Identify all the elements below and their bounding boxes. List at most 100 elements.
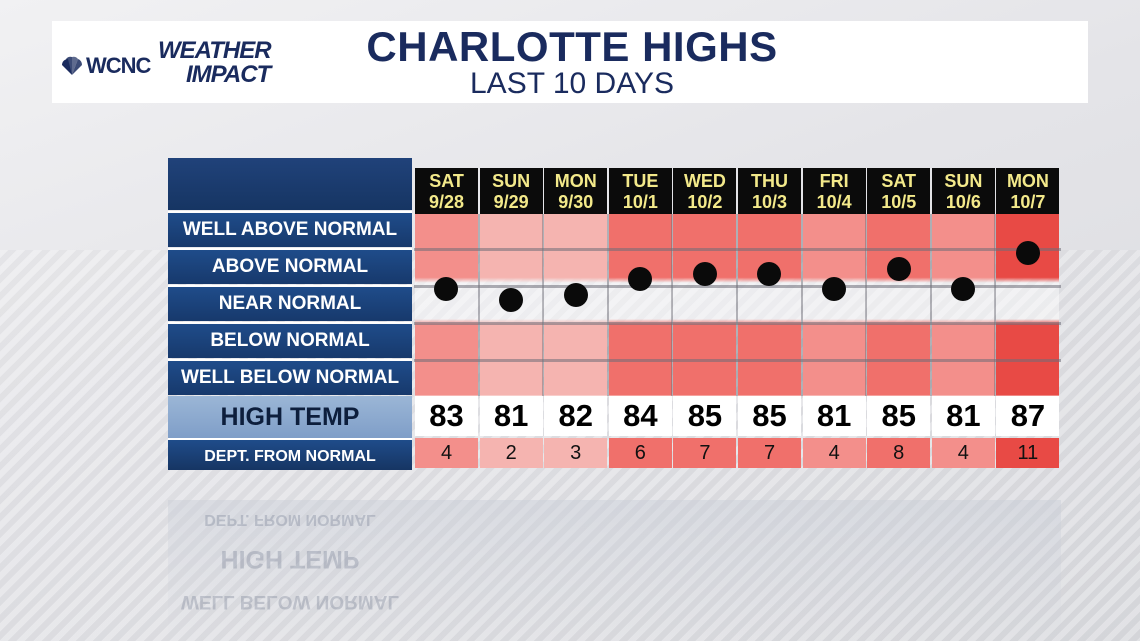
high-temp-value: 81 (802, 396, 866, 436)
band-divider (414, 322, 1061, 325)
dept-value: 4 (415, 438, 479, 468)
dept-value: 4 (931, 438, 995, 468)
row-label-below: BELOW NORMAL (168, 322, 412, 358)
high-temp-value: 81 (479, 396, 543, 436)
day-header: TUE 10/1 (608, 168, 672, 214)
temp-dot (821, 277, 846, 302)
day-column-fill (867, 214, 931, 396)
day-date: 10/3 (752, 192, 788, 212)
peacock-icon (62, 56, 83, 75)
day-header: SAT 9/28 (415, 168, 479, 214)
day-name: FRI (819, 171, 849, 191)
row-label-dept: DEPT. FROM NORMAL (168, 438, 412, 470)
column-divider (800, 214, 803, 396)
day-date: 10/5 (881, 192, 917, 212)
day-column-fill (673, 214, 737, 396)
temp-dot (434, 277, 459, 302)
column-divider (736, 214, 738, 396)
temp-dot (886, 256, 911, 281)
logo-call-letters: WCNC (86, 53, 151, 78)
band-divider (414, 359, 1061, 362)
dept-value: 8 (867, 438, 931, 468)
high-temp-value: 85 (673, 396, 737, 436)
day-header: SUN 10/6 (931, 168, 995, 214)
day-date: 10/4 (816, 192, 852, 212)
day-column-fill (802, 214, 866, 396)
day-column-fill (738, 214, 802, 396)
temp-dot (628, 267, 653, 291)
high-temp-value: 87 (996, 396, 1060, 436)
day-header: THU 10/3 (738, 168, 802, 214)
highs-table: WELL ABOVE NORMAL ABOVE NORMAL NEAR NORM… (168, 158, 1061, 470)
day-name: WED (683, 171, 726, 191)
dept-value: 4 (802, 438, 866, 468)
day-column-fill (608, 214, 672, 396)
day-name: SUN (492, 171, 531, 191)
day-name: TUE (622, 171, 659, 191)
day-name: SAT (429, 171, 464, 191)
row-label-well-above: WELL ABOVE NORMAL (168, 211, 412, 247)
chart-title: CHARLOTTE HIGHS (366, 23, 778, 70)
high-temp-value: 81 (931, 396, 995, 436)
temp-dot (498, 287, 523, 312)
dept-value: 6 (608, 438, 672, 468)
dept-value: 3 (544, 438, 608, 468)
dept-value: 11 (996, 438, 1060, 468)
day-name: MON (1006, 171, 1049, 191)
day-name: SAT (881, 171, 917, 191)
temp-dot (951, 277, 976, 302)
day-header: SUN 9/29 (479, 168, 543, 214)
day-name: MON (554, 171, 597, 191)
chart-subtitle: LAST 10 DAYS (470, 67, 674, 100)
day-header: MON 10/7 (996, 168, 1060, 214)
day-date: 10/7 (1010, 192, 1046, 212)
station-logo: WCNC WEATHER IMPACT (58, 37, 298, 89)
day-header: MON 9/30 (544, 168, 608, 214)
temp-dot (1015, 241, 1040, 266)
row-label-above: ABOVE NORMAL (168, 248, 412, 284)
day-header: WED 10/2 (673, 168, 737, 214)
day-name: SUN (944, 171, 983, 191)
column-divider (542, 214, 545, 396)
column-divider (929, 214, 932, 396)
high-temp-value: 85 (867, 396, 931, 436)
day-date: 10/2 (687, 192, 723, 212)
temp-dot (757, 261, 782, 286)
day-header: SAT 10/5 (867, 168, 931, 214)
title-banner: WCNC WEATHER IMPACT CHARLOTTE HIGHS LAST… (52, 21, 1088, 103)
day-date: 10/6 (945, 192, 981, 212)
day-column-fill (931, 214, 995, 396)
logo-weather: WEATHER (158, 37, 272, 64)
column-divider (606, 214, 609, 396)
table-corner (168, 158, 412, 210)
column-divider (865, 214, 868, 396)
day-date: 9/30 (558, 192, 594, 212)
dept-value: 2 (479, 438, 543, 468)
day-name: THU (751, 171, 789, 191)
reflection-well-below-label: WELL BELOW NORMAL (180, 591, 400, 612)
reflection-dept-label: DEPT. FROM NORMAL (204, 511, 376, 528)
high-temp-value: 84 (608, 396, 672, 436)
dept-value: 7 (673, 438, 737, 468)
day-date: 9/28 (429, 192, 465, 212)
high-temp-value: 82 (544, 396, 608, 436)
reflection-high-label: HIGH TEMP (220, 545, 360, 573)
high-temp-value: 83 (415, 396, 479, 436)
day-date: 10/1 (622, 192, 658, 212)
band-divider (414, 248, 1061, 251)
temp-dot (563, 282, 588, 307)
column-divider (477, 214, 480, 396)
high-temp-value: 85 (738, 396, 802, 436)
row-label-well-below: WELL BELOW NORMAL (168, 359, 412, 395)
day-date: 9/29 (493, 192, 529, 212)
temp-dot (692, 261, 717, 286)
dept-value: 7 (738, 438, 802, 468)
column-divider (671, 214, 674, 396)
row-label-near: NEAR NORMAL (168, 285, 412, 321)
row-label-high-temp: HIGH TEMP (168, 396, 412, 438)
day-column-fill (415, 214, 479, 396)
logo-impact: IMPACT (186, 61, 271, 88)
table-reflection: DEPT. FROM NORMAL HIGH TEMP WELL BELOW N… (168, 500, 1061, 641)
band-divider (414, 285, 1061, 288)
day-header: FRI 10/4 (802, 168, 866, 214)
